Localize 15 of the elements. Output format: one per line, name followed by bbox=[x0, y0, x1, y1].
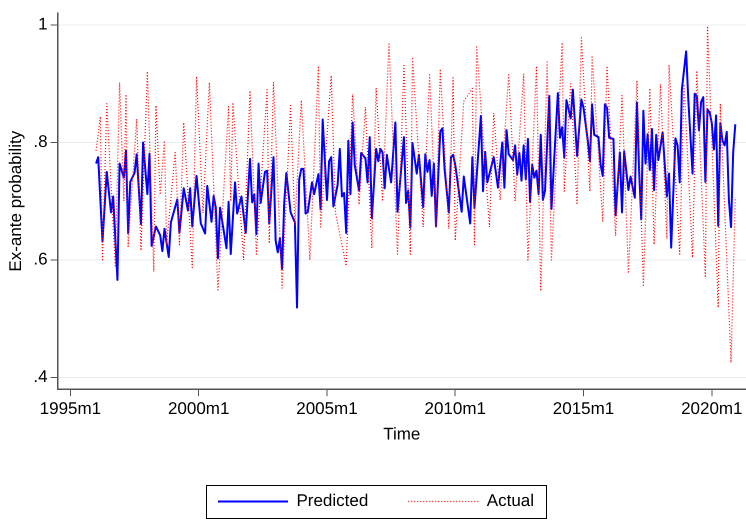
y-tick-label: .6 bbox=[33, 250, 48, 269]
x-tick-label: 2010m1 bbox=[424, 399, 486, 418]
x-tick-label: 2015m1 bbox=[552, 399, 614, 418]
legend-label: Actual bbox=[486, 491, 534, 510]
x-tick-label: 2000m1 bbox=[168, 399, 230, 418]
y-tick-label: 1 bbox=[38, 14, 48, 34]
y-tick-label: .4 bbox=[33, 367, 48, 386]
line-series bbox=[95, 26, 736, 364]
y-axis-title: Ex-ante probability bbox=[6, 130, 25, 272]
x-tick-label: 1995m1 bbox=[40, 399, 102, 418]
legend-label: Predicted bbox=[296, 491, 368, 510]
y-tick-label: .8 bbox=[33, 132, 48, 152]
x-axis-title: Time bbox=[383, 424, 420, 444]
x-tick-label: 2020m1 bbox=[681, 399, 743, 418]
x-tick-label: 2005m1 bbox=[296, 399, 358, 418]
